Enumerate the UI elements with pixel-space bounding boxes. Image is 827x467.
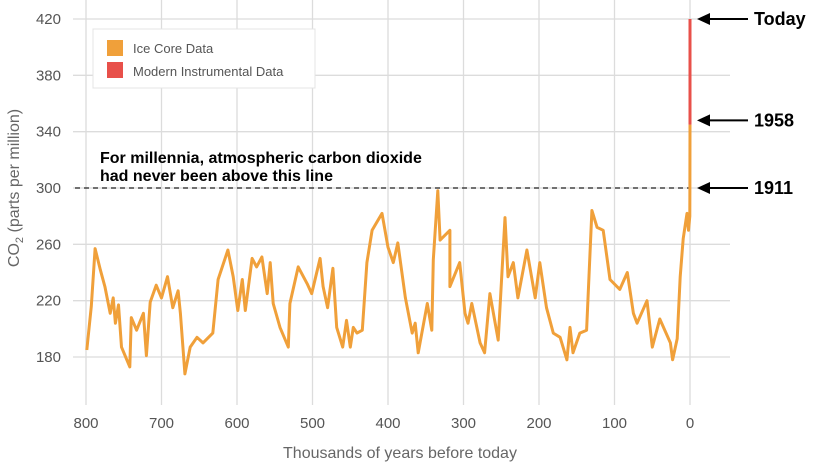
y-axis-label-sub: 2 [14,237,26,243]
year-markers: Today 1958 1911 [697,9,806,198]
x-tick-label-100: 100 [602,415,627,432]
threshold-annotation-line2: had never been above this line [100,168,333,185]
legend-swatch-ice-core [107,40,123,56]
legend: Ice Core Data Modern Instrumental Data [92,28,316,89]
legend-label-ice-core: Ice Core Data [133,41,214,56]
arrow-left-icon [697,114,710,127]
x-tick-label-300: 300 [451,415,476,432]
y-axis-label-co: CO [6,243,23,267]
y-tick-label-420: 420 [36,11,61,28]
marker-label-1958: 1958 [754,110,794,130]
threshold-annotation-line1: For millennia, atmospheric carbon dioxid… [100,150,422,167]
x-axis-ticks: 800 700 600 500 400 300 200 100 0 [73,415,694,432]
y-axis-ticks: 180 220 260 300 340 380 420 [36,11,61,366]
y-tick-label-380: 380 [36,67,61,84]
y-tick-label-180: 180 [36,349,61,366]
legend-swatch-modern [107,62,123,78]
y-tick-label-300: 300 [36,180,61,197]
legend-label-modern: Modern Instrumental Data [133,64,284,79]
series-group [85,19,692,376]
y-tick-label-340: 340 [36,124,61,141]
y-axis-label-rest: (parts per million) [6,109,23,237]
series-line-ice-core [85,124,692,376]
x-tick-label-600: 600 [224,415,249,432]
x-tick-label-400: 400 [375,415,400,432]
marker-label-1911: 1911 [754,178,793,198]
y-tick-label-220: 220 [36,293,61,310]
x-axis-label: Thousands of years before today [283,445,517,462]
arrow-left-icon [697,182,710,194]
x-tick-label-200: 200 [526,415,551,432]
x-tick-label-800: 800 [73,415,98,432]
marker-label-today: Today [754,9,806,29]
y-axis-label: CO2 (parts per million) [6,109,26,267]
x-tick-label-0: 0 [686,415,694,432]
x-tick-label-700: 700 [149,415,174,432]
y-tick-label-260: 260 [36,236,61,253]
legend-box [92,28,316,89]
x-tick-label-500: 500 [300,415,325,432]
arrow-left-icon [697,13,710,25]
